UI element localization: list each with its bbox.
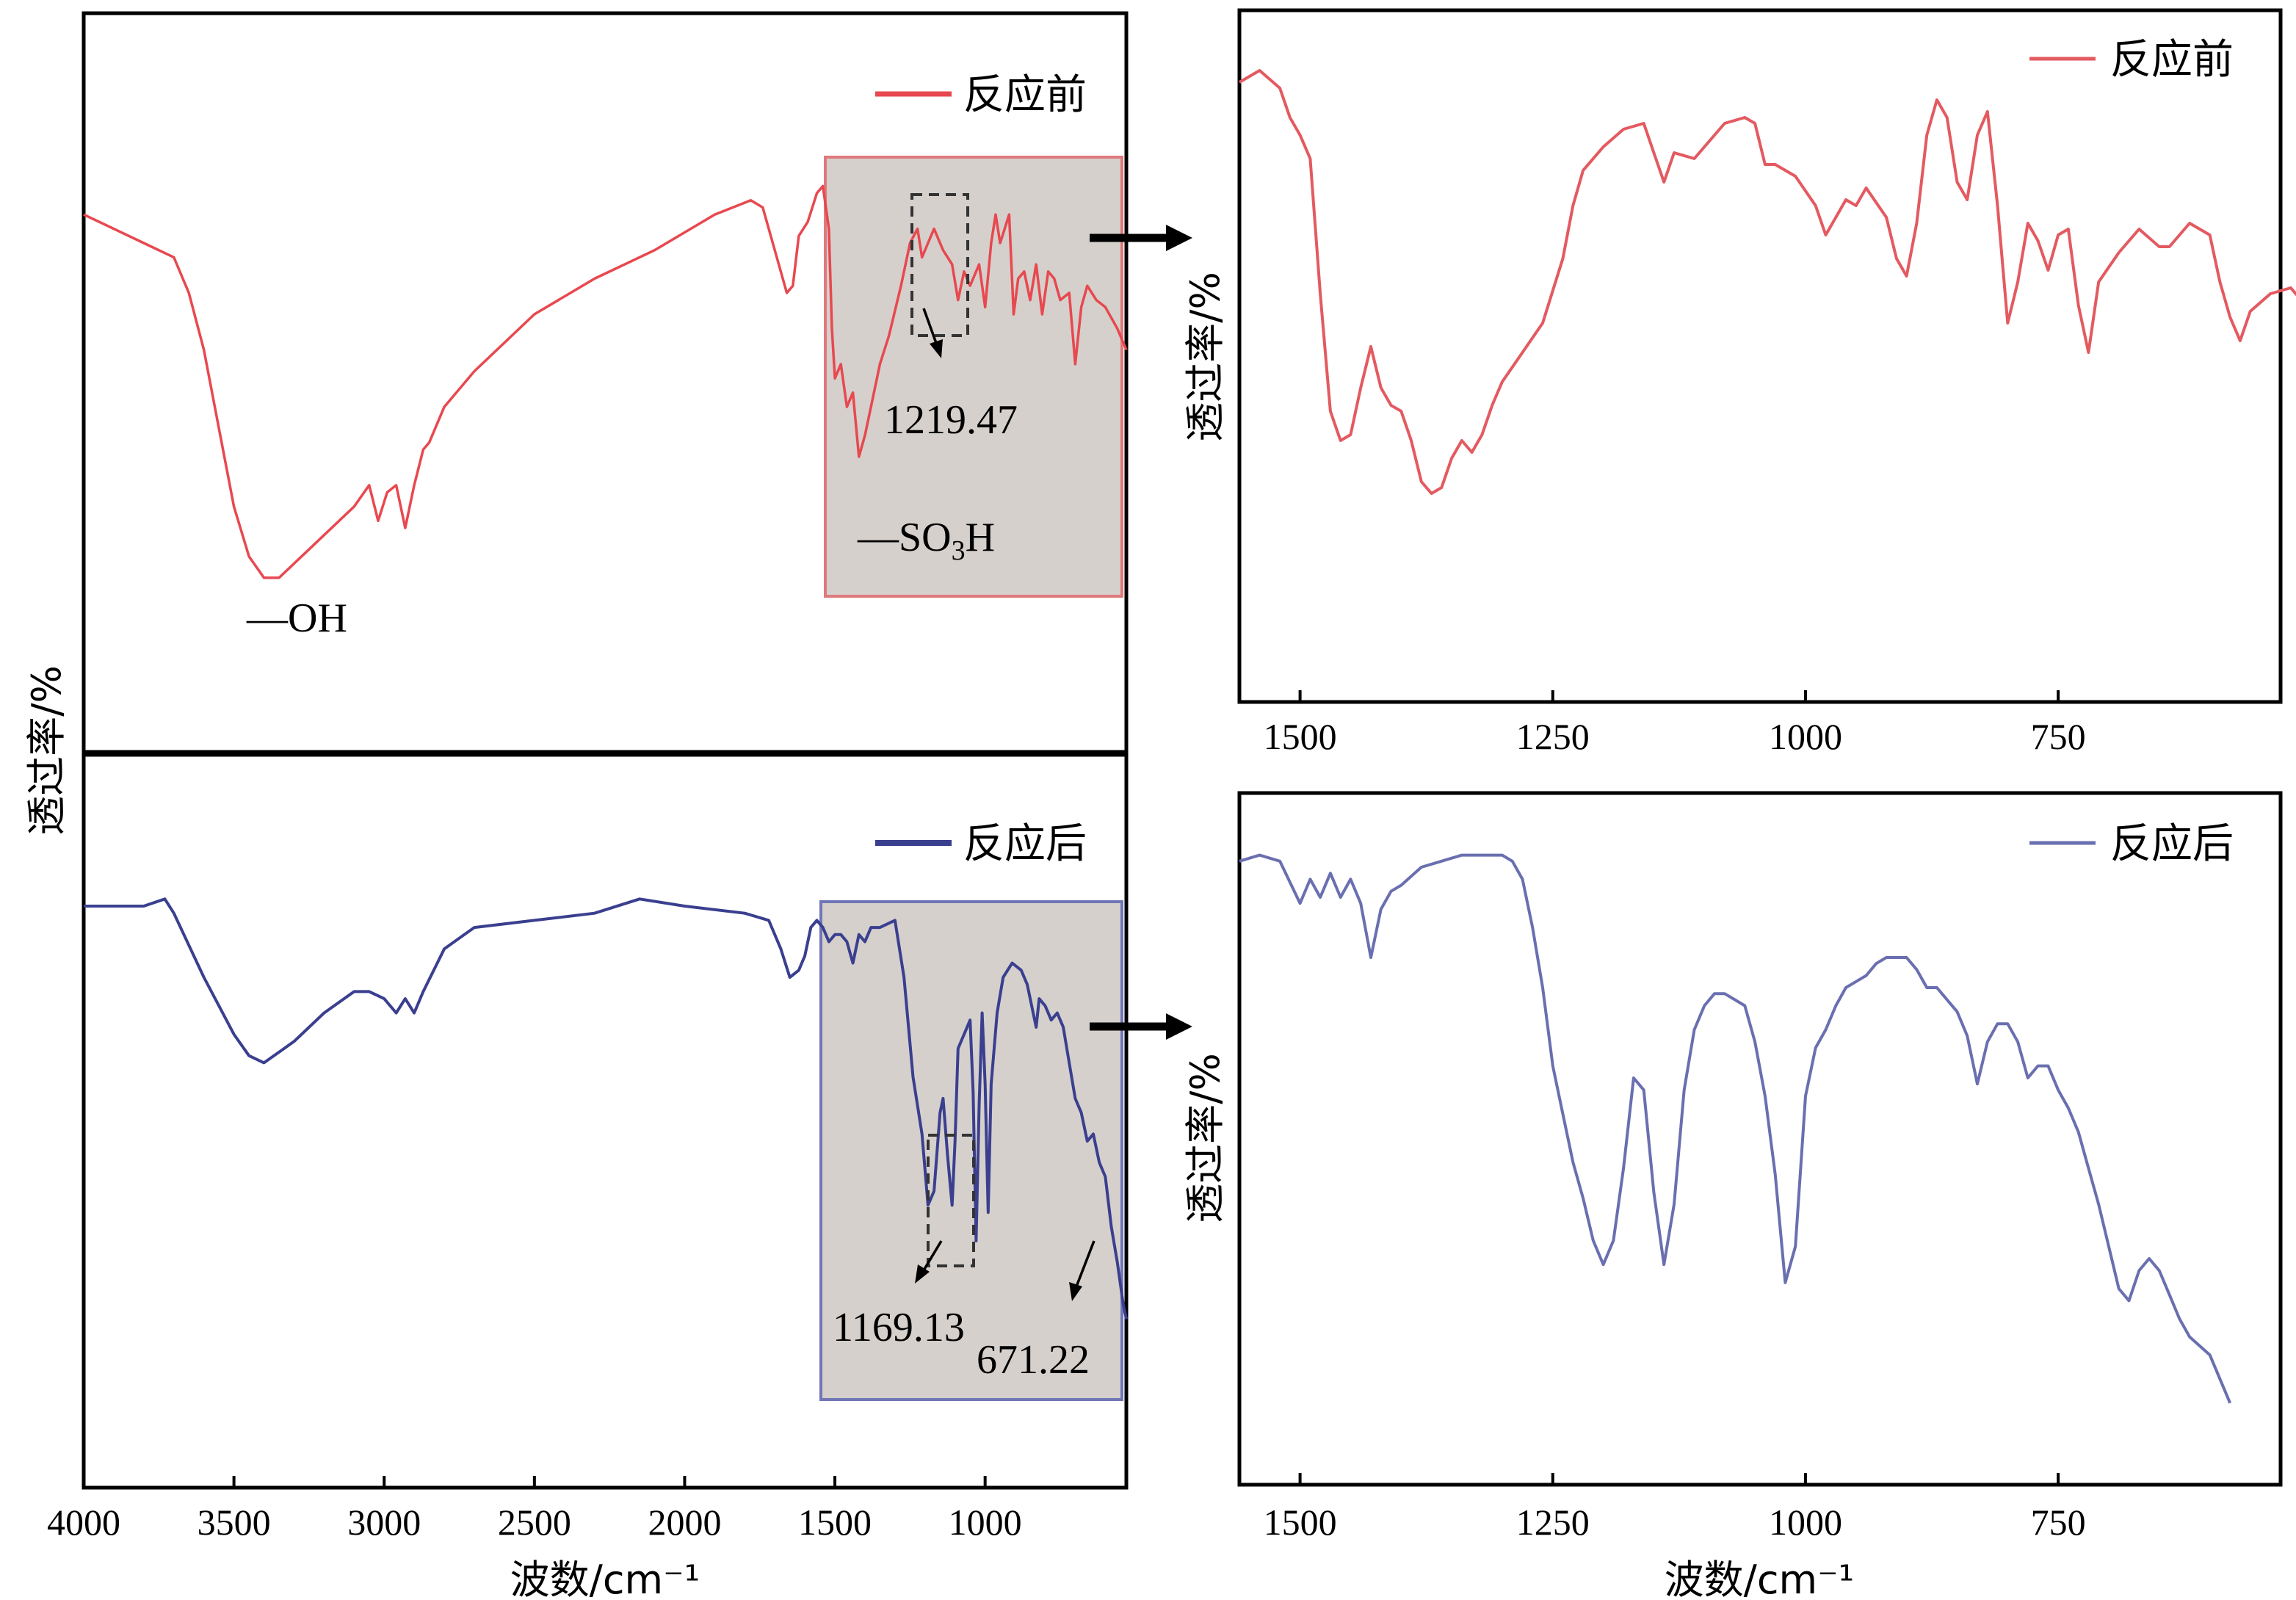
left-tick-label-2000: 2000 — [648, 1502, 721, 1543]
zoom-arrow-top — [1090, 225, 1192, 251]
zoom-arrow-bottom — [1090, 1013, 1192, 1040]
right-top-chart: 反应前 1500 1250 1000 750 透过率/% — [1182, 8, 2296, 757]
legend-after-reaction: 反应后 — [875, 820, 1087, 868]
annotation-1219: 1219.47 — [884, 397, 1018, 443]
right-top-tick-label-1250: 1250 — [1516, 716, 1590, 757]
right-top-y-axis-label: 透过率/% — [1182, 272, 1228, 442]
series-before-reaction-line — [83, 184, 1128, 579]
left-x-axis-ticks: 4000 3500 3000 2500 2000 1500 1000 — [47, 1476, 1022, 1543]
svg-text:反应前: 反应前 — [963, 71, 1087, 119]
highlight-region-top — [824, 156, 1123, 598]
right-bottom-x-axis-label: 波数/cm⁻¹ — [1665, 1557, 1855, 1600]
legend-before-reaction-zoom: 反应前 — [2029, 36, 2234, 84]
svg-text:反应后: 反应后 — [2110, 820, 2234, 868]
left-x-axis-label: 波数/cm⁻¹ — [510, 1557, 700, 1600]
right-top-tick-label-750: 750 — [2031, 716, 2086, 757]
legend-after-reaction-zoom: 反应后 — [2029, 820, 2234, 868]
annotation-1169: 1169.13 — [833, 1305, 965, 1350]
left-tick-label-4000: 4000 — [47, 1502, 120, 1543]
left-tick-label-1500: 1500 — [798, 1502, 872, 1543]
dashed-box-1219 — [910, 193, 969, 337]
right-top-x-axis-ticks: 1500 1250 1000 750 — [1264, 690, 2086, 757]
left-tick-label-3000: 3000 — [347, 1502, 421, 1543]
right-bottom-y-axis-label: 透过率/% — [1182, 1053, 1228, 1223]
series-after-reaction-line — [84, 897, 1128, 1320]
right-bottom-chart: 反应后 1500 1250 1000 750 透过率/% 波数/cm⁻¹ — [1182, 791, 2283, 1600]
annotation-arrow-1169 — [915, 1240, 943, 1284]
annotation-arrow-671 — [1069, 1240, 1096, 1301]
annotation-so3h: —SO3H — [857, 515, 995, 566]
highlight-region-bottom — [819, 900, 1123, 1401]
left-tick-label-2500: 2500 — [498, 1502, 571, 1543]
right-bottom-tick-label-1500: 1500 — [1264, 1502, 1337, 1543]
legend-before-reaction: 反应前 — [875, 71, 1087, 119]
left-tick-label-3500: 3500 — [198, 1502, 271, 1543]
annotation-oh: —OH — [246, 596, 347, 641]
right-bottom-plot-frame — [1237, 791, 2283, 1487]
right-top-tick-label-1000: 1000 — [1769, 716, 1842, 757]
left-y-axis-label: 透过率/% — [23, 665, 70, 836]
svg-text:反应前: 反应前 — [2110, 36, 2234, 84]
left-tick-label-1000: 1000 — [949, 1502, 1022, 1543]
right-bottom-tick-label-750: 750 — [2031, 1502, 2086, 1543]
right-top-tick-label-1500: 1500 — [1264, 716, 1337, 757]
svg-text:反应后: 反应后 — [963, 820, 1087, 868]
annotation-671: 671.22 — [977, 1337, 1090, 1383]
right-bottom-tick-label-1000: 1000 — [1769, 1502, 1842, 1543]
right-bottom-tick-label-1250: 1250 — [1516, 1502, 1590, 1543]
right-bottom-x-axis-ticks: 1500 1250 1000 750 — [1264, 1473, 2086, 1543]
series-after-reaction-zoom-line — [1239, 853, 2232, 1404]
series-before-reaction-zoom-line — [1238, 69, 2296, 495]
left-chart: —OH 1219.47 —SO3H 1169.13 671.22 反应前 反应后… — [23, 11, 1129, 1600]
right-top-plot-frame — [1237, 8, 2283, 704]
dashed-box-1169 — [927, 1134, 975, 1267]
annotation-arrow-1219 — [922, 308, 943, 358]
